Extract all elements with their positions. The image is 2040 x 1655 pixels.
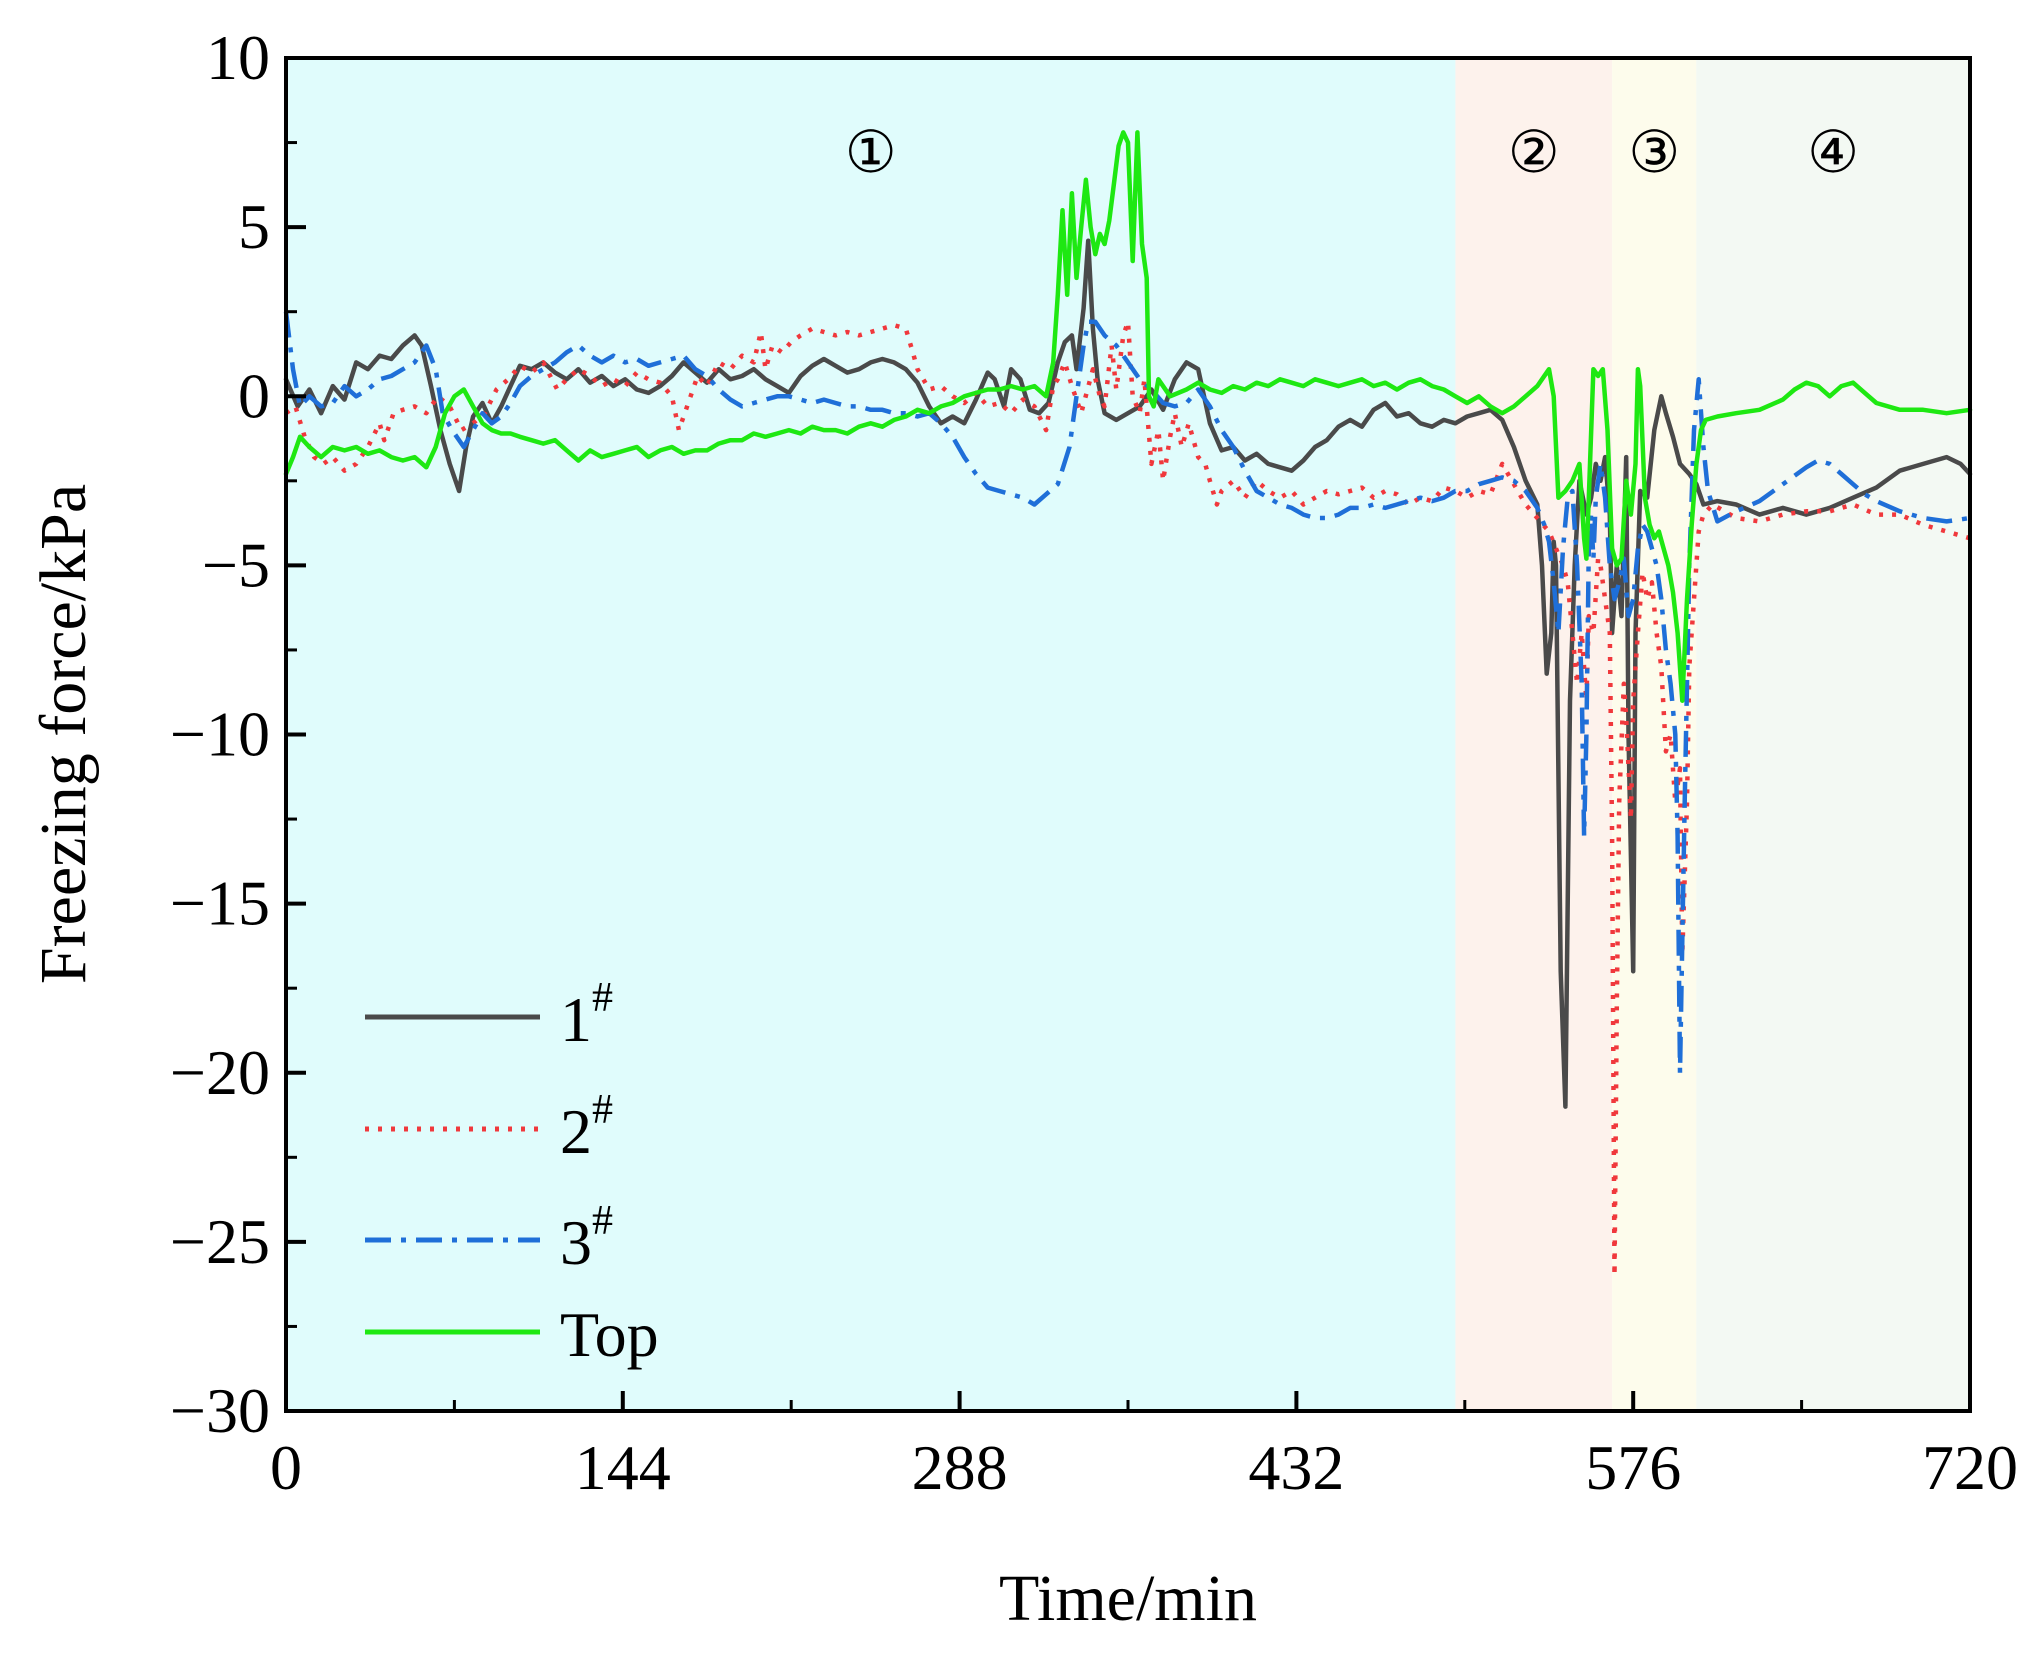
- y-tick-label: 10: [206, 22, 270, 93]
- y-tick-label: −10: [170, 699, 270, 770]
- region-2-band: [1455, 58, 1613, 1411]
- legend-series-name: 2: [560, 1096, 592, 1167]
- legend-series-name: Top: [560, 1299, 659, 1370]
- legend-series-superscript: #: [592, 1198, 613, 1244]
- x-tick-label: 288: [912, 1432, 1008, 1503]
- region-backgrounds: [286, 58, 1970, 1411]
- region-4-band: [1696, 58, 1970, 1411]
- x-tick-label: 432: [1248, 1432, 1344, 1503]
- legend-series-superscript: #: [592, 1087, 613, 1133]
- region-1-label: ①: [845, 120, 897, 185]
- series-line-2: [284, 319, 1971, 1278]
- y-tick-label: −30: [170, 1375, 270, 1446]
- region-labels: ① ② ③ ④: [845, 120, 1859, 185]
- legend-label-1: 1#: [560, 975, 613, 1055]
- y-tick-label: 5: [238, 191, 270, 262]
- legend-label-2: 2#: [560, 1087, 613, 1167]
- legend-label-top: Top: [560, 1299, 659, 1370]
- legend-series-superscript: #: [592, 975, 613, 1021]
- y-tick-label: −20: [170, 1037, 270, 1108]
- axes: 0 144 288 432 576 720 10 5 0 −5 −10 −15 −20 −25 −30: [170, 22, 2018, 1503]
- x-tick-label: 720: [1922, 1432, 2018, 1503]
- series-line-top: [283, 130, 1973, 703]
- x-tick-label: 576: [1585, 1432, 1681, 1503]
- legend-label-3: 3#: [560, 1198, 613, 1278]
- region-2-label: ②: [1508, 120, 1560, 185]
- legend-series-name: 3: [560, 1207, 592, 1278]
- y-tick-label: 0: [238, 360, 270, 431]
- x-axis-title: Time/min: [999, 1562, 1257, 1635]
- y-tick-label: −5: [202, 529, 270, 600]
- y-axis-title: Freezing force/kPa: [27, 484, 100, 984]
- y-tick-label: −15: [170, 868, 270, 939]
- legend-series-name: 1: [560, 984, 592, 1055]
- region-4-label: ④: [1807, 120, 1859, 185]
- series-line-3: [283, 311, 1971, 1076]
- region-3-label: ③: [1628, 120, 1680, 185]
- series-line-1: [283, 238, 1973, 1109]
- legend: 1#2#3#Top: [365, 975, 659, 1370]
- x-tick-label: 0: [270, 1432, 302, 1503]
- y-tick-label: −25: [170, 1206, 270, 1277]
- region-1-band: [286, 58, 1456, 1411]
- series-lines: [283, 130, 1973, 1278]
- x-tick-label: 144: [575, 1432, 671, 1503]
